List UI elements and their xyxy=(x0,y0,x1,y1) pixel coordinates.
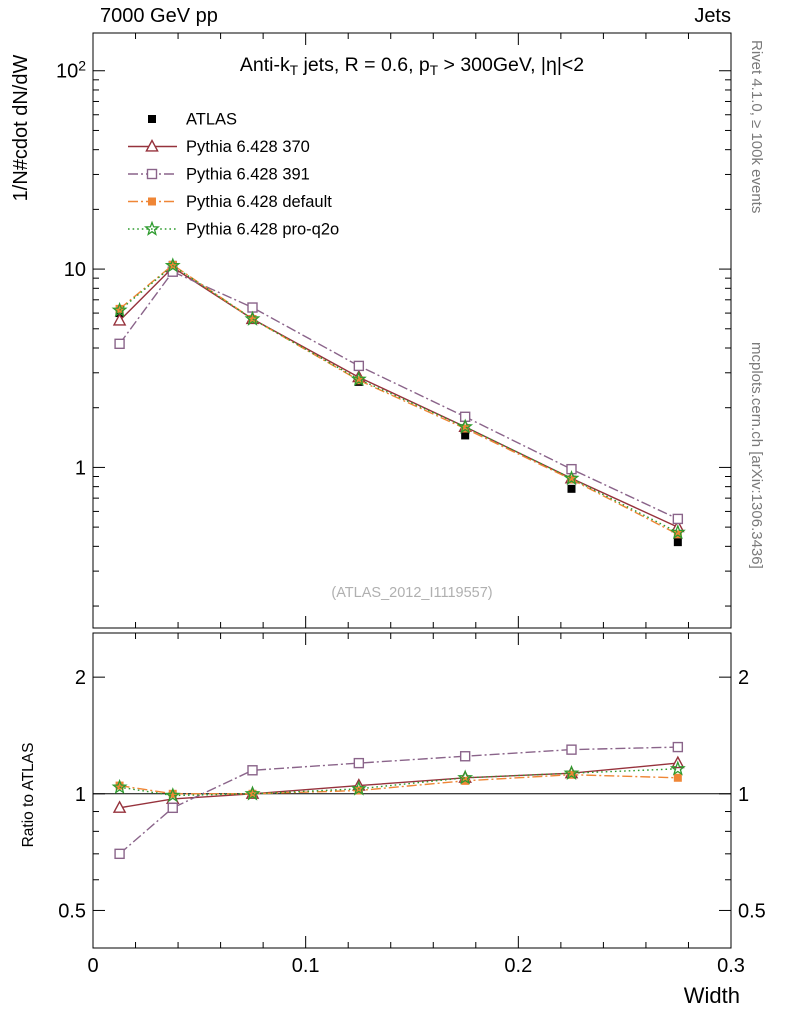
header-right: Jets xyxy=(694,5,731,27)
legend-label: Pythia 6.428 pro-q2o xyxy=(186,221,339,239)
series-atlas xyxy=(115,260,682,547)
y-tick-label: 0.5 xyxy=(58,900,86,922)
plot-title: Anti-kT jets, R = 0.6, pT > 300GeV, |η|<… xyxy=(240,54,584,78)
series-pythia-6-428-pro-q2o xyxy=(111,257,686,803)
x-axis-label: Width xyxy=(684,983,740,1008)
y-tick-label: 2 xyxy=(75,667,86,689)
legend-label: Pythia 6.428 default xyxy=(186,193,332,211)
x-tick-label: 0.3 xyxy=(717,955,745,977)
ratio-y-axis-label: Ratio to ATLAS xyxy=(20,743,37,848)
mcplots-arxiv-note: mcplots.cern.ch [arXiv:1306.3436] xyxy=(748,342,765,569)
chart-layer: 0 0.1 0.2 0.3 1 10 102 0.5 0.5 1 1 2 2 ATLAS Pythia 6.… xyxy=(56,32,766,977)
x-tick-label: 0 xyxy=(87,955,98,977)
header-left: 7000 GeV pp xyxy=(100,5,218,27)
y-tick-label: 0.5 xyxy=(738,900,766,922)
axes-layer: 0 0.1 0.2 0.3 1 10 102 0.5 0.5 1 1 2 2 xyxy=(56,32,766,977)
series-pythia-6-428-default xyxy=(115,260,682,798)
legend: ATLAS Pythia 6.428 370 Pythia 6.428 391 Pyt… xyxy=(128,111,339,239)
legend-label: ATLAS xyxy=(186,111,237,129)
y-tick-label: 1 xyxy=(75,784,86,806)
y-tick-label: 2 xyxy=(738,667,749,689)
x-tick-label: 0.1 xyxy=(292,955,320,977)
y-tick-label: 10 xyxy=(64,259,86,281)
y-tick-label: 1 xyxy=(75,457,86,479)
analysis-watermark: (ATLAS_2012_I1119557) xyxy=(331,585,492,601)
y-tick-label: 1 xyxy=(738,784,749,806)
y-tick-label: 102 xyxy=(56,58,86,83)
x-tick-label: 0.2 xyxy=(504,955,532,977)
rivet-version-note: Rivet 4.1.0, ≥ 100k events xyxy=(748,40,765,213)
legend-label: Pythia 6.428 370 xyxy=(186,138,310,156)
series-pythia-6-428-391 xyxy=(114,266,684,860)
legend-label: Pythia 6.428 391 xyxy=(186,166,310,184)
title-layer: Anti-kT jets, R = 0.6, pT > 300GeV, |η|<… xyxy=(240,54,584,78)
main-y-axis-label: 1/N#cdot dN/dW xyxy=(10,55,32,202)
series-pythia-6-428-370 xyxy=(112,259,685,813)
